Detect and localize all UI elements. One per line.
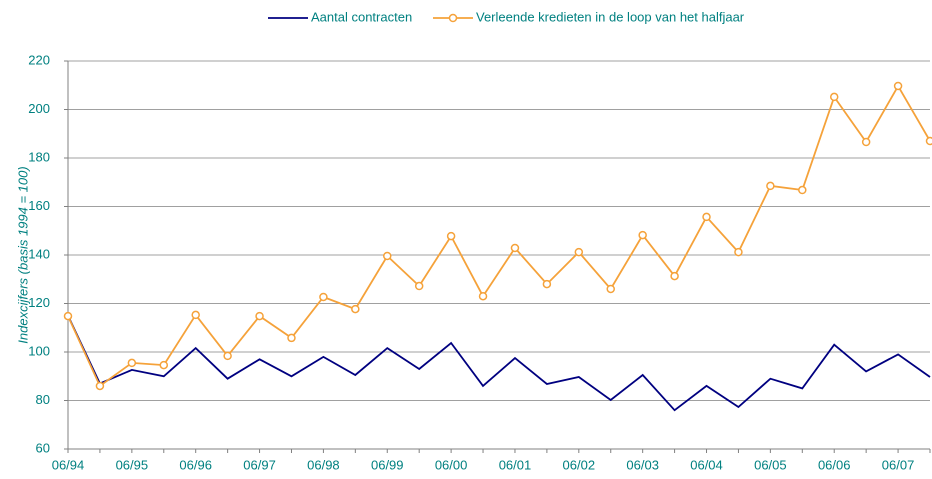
point <box>893 81 903 91</box>
y-tick-label: 220 <box>28 52 50 67</box>
point <box>351 304 360 314</box>
x-tick-label: 06/04 <box>690 457 723 472</box>
point <box>861 137 871 147</box>
point <box>63 311 73 321</box>
y-tick-label: 180 <box>28 149 50 164</box>
point <box>446 231 456 241</box>
x-tick-label: 06/97 <box>243 457 276 472</box>
x-tick-label: 06/98 <box>307 457 340 472</box>
point <box>702 212 711 222</box>
y-tick-label: 200 <box>28 101 50 116</box>
point <box>287 333 296 343</box>
point <box>638 230 647 240</box>
series-line <box>67 84 931 388</box>
point <box>95 381 105 391</box>
point <box>319 292 328 302</box>
point <box>574 247 584 257</box>
x-tick-label: 06/95 <box>116 457 149 472</box>
point <box>542 279 552 289</box>
x-tick-label: 06/99 <box>371 457 404 472</box>
point <box>766 181 775 191</box>
x-tick-label: 06/00 <box>435 457 468 472</box>
point <box>510 243 520 253</box>
y-tick-label: 80 <box>36 392 50 407</box>
legend-marker <box>448 13 458 23</box>
point <box>829 92 839 102</box>
y-tick-label: 140 <box>28 246 50 261</box>
point <box>383 251 392 261</box>
x-tick-label: 06/05 <box>754 457 787 472</box>
x-tick-label: 06/06 <box>818 457 851 472</box>
point <box>127 358 137 368</box>
y-tick-label: 160 <box>28 198 50 213</box>
point <box>191 310 200 320</box>
x-tick-label: 06/07 <box>882 457 915 472</box>
point <box>670 271 679 281</box>
y-tick-label: 120 <box>28 295 50 310</box>
x-tick-label: 06/02 <box>563 457 596 472</box>
y-tick-label: 60 <box>36 440 50 455</box>
point <box>255 311 264 321</box>
point <box>478 291 488 301</box>
point <box>223 351 232 361</box>
series-line <box>67 315 931 412</box>
x-tick-label: 06/94 <box>52 457 85 472</box>
legend-label: Aantal contracten <box>311 9 412 24</box>
point <box>606 284 615 294</box>
x-tick-label: 06/96 <box>179 457 212 472</box>
y-tick-label: 100 <box>28 343 50 358</box>
point <box>159 360 169 370</box>
point <box>414 281 424 291</box>
point <box>925 136 932 146</box>
x-tick-label: 06/03 <box>626 457 659 472</box>
point <box>734 247 743 257</box>
y-axis-label: Indexcijfers (basis 1994 = 100) <box>15 166 30 343</box>
point <box>798 185 807 195</box>
legend-label: Verleende kredieten in de loop van het h… <box>476 9 745 24</box>
x-tick-label: 06/01 <box>499 457 532 472</box>
